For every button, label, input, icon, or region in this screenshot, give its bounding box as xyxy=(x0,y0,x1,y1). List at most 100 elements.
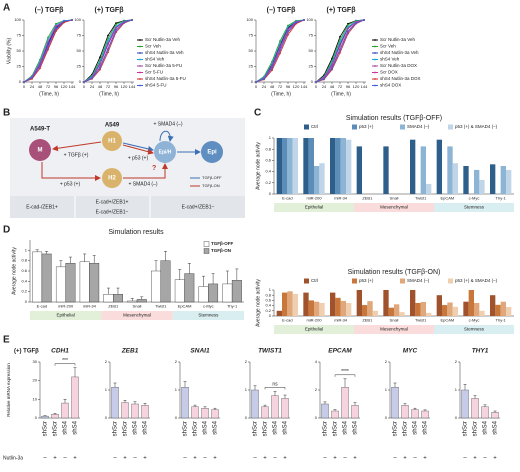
x-tick-label: shScr xyxy=(473,421,479,436)
x-tick-label: shS4 xyxy=(343,420,349,434)
edge xyxy=(122,144,154,155)
bar xyxy=(490,295,496,316)
series-line xyxy=(83,19,133,83)
group-label: Mesenchymal xyxy=(380,327,408,332)
series-line xyxy=(83,19,133,83)
x-tick-label: shScr xyxy=(323,421,329,436)
legend-label: Ctrl xyxy=(311,124,318,129)
edge-label: + SMAD4 (–) xyxy=(153,121,182,127)
y-tick-label: 0.8 xyxy=(265,292,271,297)
x-tick-label: 144 xyxy=(69,84,76,89)
bar xyxy=(79,261,90,303)
y-tick-label: 75 xyxy=(17,33,22,38)
y-tick-label: 0 xyxy=(19,79,22,84)
edge xyxy=(159,130,174,142)
error-bar xyxy=(193,404,197,407)
y-tick-label: 0.6 xyxy=(265,297,271,302)
bar xyxy=(211,409,219,419)
chart-title: Simulation results xyxy=(108,229,164,236)
legend-swatch xyxy=(448,278,453,284)
bar xyxy=(151,270,161,303)
factor-level: + xyxy=(353,456,357,462)
bar xyxy=(141,405,149,419)
error-bar xyxy=(213,407,217,410)
bar xyxy=(474,169,480,194)
bar xyxy=(356,290,362,316)
legend-marker xyxy=(139,84,141,87)
y-tick-label: 0.2 xyxy=(265,308,271,313)
point xyxy=(23,81,25,83)
bar xyxy=(388,307,394,316)
bar xyxy=(160,260,171,303)
bar xyxy=(287,291,293,316)
x-tick-label: Thy-1 xyxy=(496,196,507,201)
subplot-title: EPCAM xyxy=(328,348,352,355)
error-bar xyxy=(83,253,87,262)
subplot-title: (–) TGFβ xyxy=(35,7,64,14)
bracket xyxy=(334,374,356,377)
node-label: Epi xyxy=(207,150,217,156)
group-band xyxy=(172,311,244,320)
legend-label: shS4 5-FU xyxy=(145,83,167,88)
y-tick-label: 0 xyxy=(25,299,28,304)
y-tick-label: 1 xyxy=(245,387,248,392)
x-tick-label: miR-200 xyxy=(58,304,74,309)
x-axis-label: (Time, h) xyxy=(39,91,59,97)
bar xyxy=(113,294,123,303)
bar xyxy=(491,412,499,419)
y-tick-label: 25 xyxy=(309,64,314,69)
x-tick-label: E-cad xyxy=(282,318,292,323)
bar xyxy=(321,403,329,419)
y-tick-label: 50 xyxy=(309,48,314,53)
factor-level: – xyxy=(183,456,187,462)
series-line xyxy=(23,19,73,83)
point xyxy=(331,67,333,70)
legend-marker xyxy=(139,58,141,61)
bar xyxy=(292,293,298,316)
bar xyxy=(474,303,480,316)
phenotype: E-cad+/ZEB1− xyxy=(96,209,129,215)
bar xyxy=(103,294,114,303)
bar xyxy=(335,297,341,316)
bar xyxy=(41,415,49,419)
edge xyxy=(41,162,101,181)
edge xyxy=(52,141,102,152)
y-tick-label: 2 xyxy=(455,359,458,364)
legend-marker xyxy=(139,45,141,48)
factor-label: Nutlin-3a xyxy=(3,455,23,461)
x-tick-label: 24 xyxy=(90,84,95,89)
error-bar xyxy=(68,256,72,264)
bar xyxy=(222,283,233,303)
bar xyxy=(198,286,209,303)
bar xyxy=(276,310,282,316)
bar xyxy=(383,290,389,316)
factor-level: – xyxy=(133,456,137,462)
x-tick-label: shS4 xyxy=(273,420,279,434)
bar xyxy=(341,387,349,419)
bar xyxy=(89,263,100,303)
group-band xyxy=(274,203,354,212)
bar xyxy=(415,303,421,316)
x-tick-label: shS4 xyxy=(73,420,79,434)
error-bar xyxy=(130,298,134,301)
point xyxy=(287,28,289,31)
series-line xyxy=(83,19,133,83)
x-tick-label: 96 xyxy=(346,84,351,89)
x-tick-label: miR-34 xyxy=(83,304,97,309)
x-tick-label: c-Myc xyxy=(469,318,480,323)
group-label: Stemness xyxy=(464,205,485,210)
factor-level: – xyxy=(463,456,467,462)
diagram: M H1 Epi/H Epi H2 A549-T A549 + TGFβ (+)… xyxy=(10,118,245,218)
significance-label: *** xyxy=(62,358,68,364)
subplot-title: ZEB1 xyxy=(121,348,139,355)
bar xyxy=(111,387,119,419)
point xyxy=(271,66,273,69)
bar xyxy=(261,406,269,419)
error-bar xyxy=(154,260,158,271)
error-bar xyxy=(73,367,77,377)
x-tick-label: 96 xyxy=(114,84,119,89)
bar xyxy=(391,387,399,419)
series-line xyxy=(83,19,133,83)
point xyxy=(47,38,49,41)
x-tick-label: 48 xyxy=(330,84,335,89)
